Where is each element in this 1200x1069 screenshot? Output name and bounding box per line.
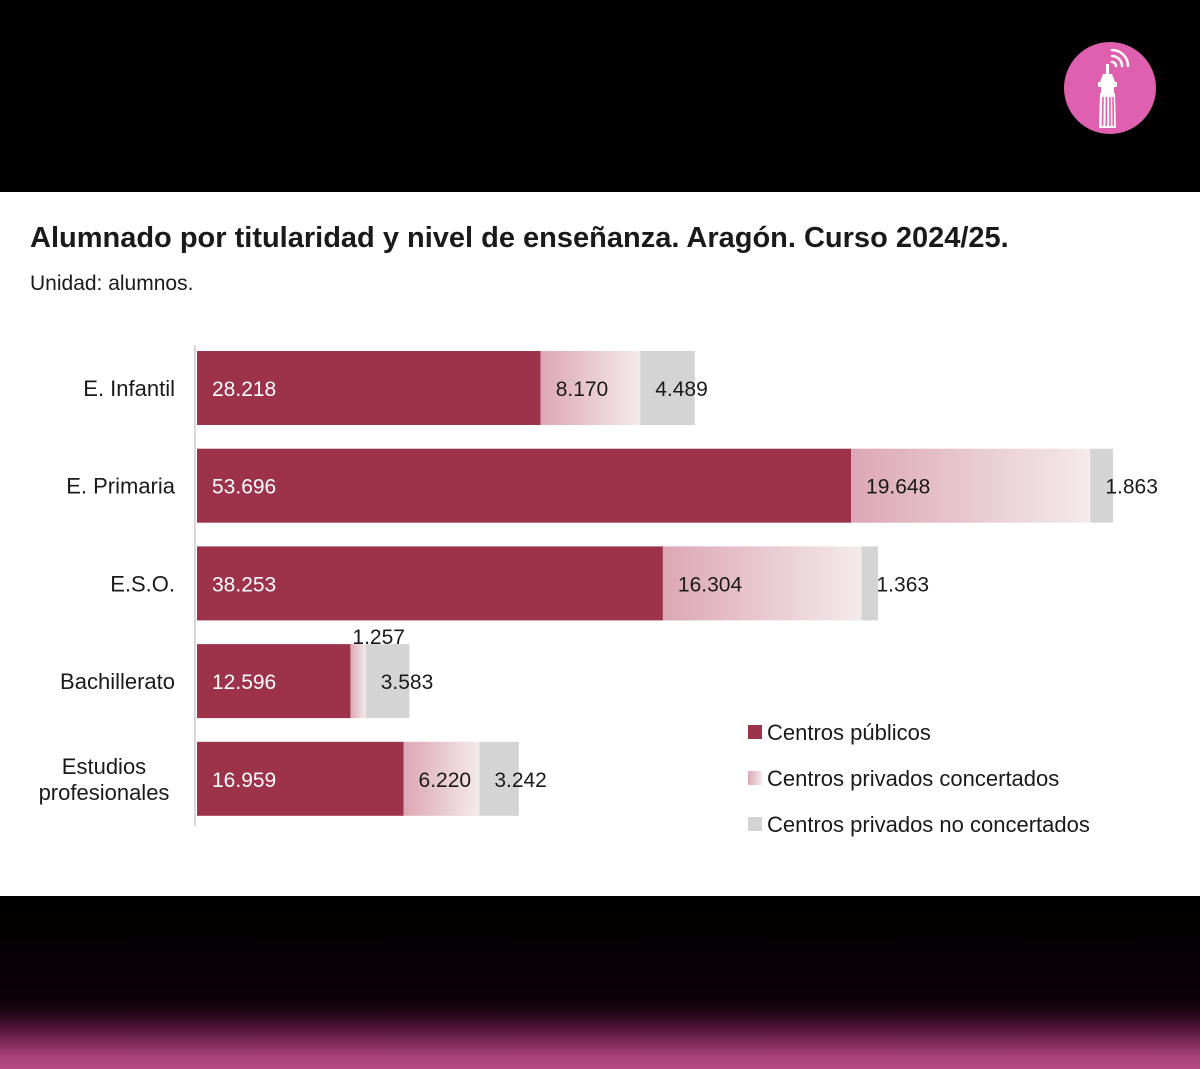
legend-item-concertados: Centros privados concertados [748, 766, 1059, 792]
legend-swatch-no-concertados [748, 817, 762, 831]
bar-estudios-profesionales-series-1 [403, 741, 480, 816]
data-label-e-primaria-series-1: 19.648 [866, 476, 930, 499]
bar-bachillerato-series-2 [365, 644, 410, 719]
bar-estudios-profesionales-series-0 [197, 741, 404, 816]
category-label-estudios-profesionales: Estudios profesionales [39, 754, 170, 805]
data-label-e-s-o-series-0: 38.253 [212, 573, 276, 596]
data-label-bachillerato-series-2: 3.583 [381, 671, 434, 694]
legend-label: Centros públicos [767, 720, 931, 745]
legend-item-publicos: Centros públicos [748, 720, 931, 746]
bar-e-primaria-series-1 [851, 448, 1091, 523]
category-label-e-infantil: E. Infantil [83, 376, 175, 401]
legend-label: Centros privados no concertados [767, 812, 1090, 837]
top-band [0, 0, 1200, 192]
chart-subtitle: Unidad: alumnos. [30, 272, 194, 295]
legend-label: Centros privados concertados [767, 766, 1060, 791]
data-label-e-primaria-series-2: 1.863 [1105, 476, 1158, 499]
legend-item-no-concertados: Centros privados no concertados [748, 812, 1090, 838]
data-label-e-s-o-series-1: 16.304 [678, 573, 743, 596]
bar-e-infantil-series-2 [640, 351, 695, 425]
chart-title: Alumnado por titularidad y nivel de ense… [30, 222, 1009, 254]
bar-bachillerato-series-0 [197, 644, 351, 719]
data-label-e-primaria-series-0: 53.696 [212, 476, 276, 499]
bar-bachillerato-series-1 [350, 644, 366, 719]
data-label-estudios-profesionales-series-0: 16.959 [212, 769, 276, 792]
bar-e-infantil-series-1 [540, 351, 641, 425]
data-label-bachillerato-series-1: 1.257 [352, 626, 405, 649]
category-label-e-primaria: E. Primaria [66, 474, 176, 499]
data-label-bachillerato-series-0: 12.596 [212, 671, 276, 694]
category-label-bachillerato: Bachillerato [60, 669, 175, 694]
legend-swatch-publicos [748, 725, 762, 739]
data-label-estudios-profesionales-series-2: 3.242 [494, 769, 547, 792]
tower-broadcast-icon [1064, 42, 1156, 134]
bottom-band [0, 896, 1200, 1069]
data-label-e-s-o-series-2: 1.363 [877, 573, 930, 596]
bar-e-s-o-series-1 [662, 546, 862, 621]
data-label-e-infantil-series-0: 28.218 [212, 378, 276, 401]
bar-e-s-o-series-2 [861, 546, 879, 621]
data-label-e-infantil-series-1: 8.170 [556, 378, 609, 401]
bar-e-primaria-series-2 [1090, 448, 1114, 523]
bar-e-s-o-series-0 [197, 546, 663, 621]
bar-estudios-profesionales-series-2 [479, 741, 519, 816]
legend-swatch-concertados [748, 771, 762, 785]
category-label-e-s-o: E.S.O. [110, 571, 175, 596]
bar-e-primaria-series-0 [197, 448, 852, 523]
bar-e-infantil-series-0 [197, 351, 541, 425]
data-label-e-infantil-series-2: 4.489 [655, 378, 708, 401]
data-label-estudios-profesionales-series-1: 6.220 [419, 769, 472, 792]
